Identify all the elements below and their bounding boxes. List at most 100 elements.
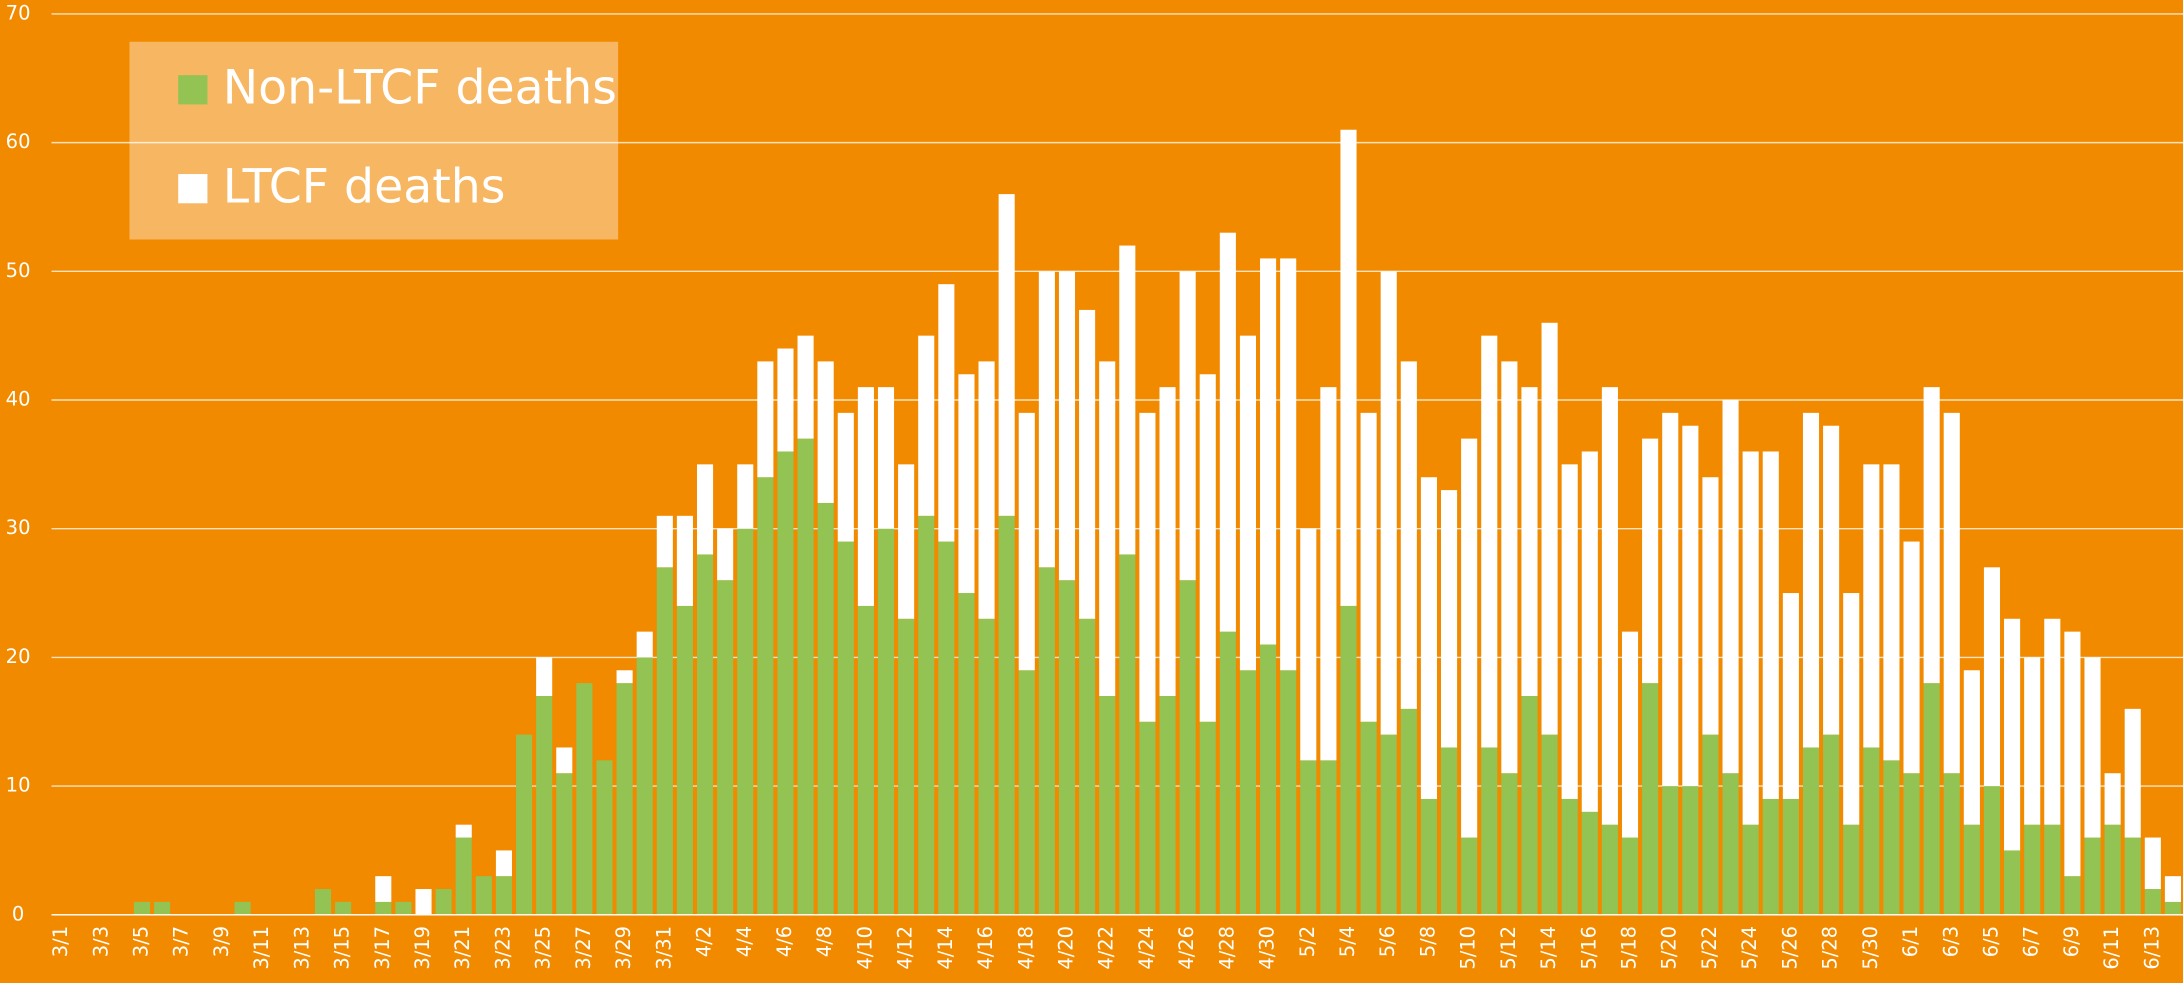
bar-segment [2044,824,2061,915]
bar-segment [1079,618,1096,915]
bar-segment [1199,721,1216,915]
bar-segment [2124,708,2141,838]
bar-segment [1883,464,1900,761]
bars [133,129,2181,915]
bar-segment [777,451,794,915]
bar-segment [395,901,412,915]
bar-segment [1943,412,1960,774]
bar-segment [777,348,794,452]
x-tick-label: 4/6 [773,926,796,957]
x-tick-label: 6/13 [2140,926,2163,970]
bar-segment [1963,670,1980,825]
bar-segment [857,387,874,606]
bar-segment [1843,593,1860,825]
bar-segment [1903,773,1920,915]
legend-box [129,41,619,240]
bar-segment [1903,541,1920,774]
bar-segment [1883,760,1900,915]
bar-segment [1561,464,1578,799]
x-tick-label: 4/10 [853,926,876,970]
bar-segment [1058,580,1076,915]
bar-segment [1782,593,1799,799]
bar-segment [2144,837,2161,890]
bar-segment [737,464,754,529]
bar-segment [1742,824,1759,915]
bar-segment [817,361,834,503]
bar-segment [717,580,734,915]
bar-segment [616,683,633,915]
bar-segment [636,657,653,915]
bar-segment [1239,670,1257,915]
bar-segment [737,528,754,915]
bar-segment [1018,412,1035,671]
bar-segment [1923,683,1940,915]
bar-segment [516,734,533,915]
x-tick-label: 3/31 [652,926,675,970]
x-tick-label: 3/13 [290,926,313,970]
bar-segment [435,889,452,915]
y-tick-label: 30 [6,516,31,539]
legend-label: LTCF deaths [223,159,506,214]
bar-segment [2064,876,2081,915]
bar-segment [1099,695,1116,915]
y-tick-label: 50 [6,259,31,282]
bar-segment [757,477,774,915]
x-tick-label: 3/27 [572,926,595,970]
bar-segment [1983,567,2001,787]
bar-segment [1219,631,1236,915]
bar-segment [2164,901,2181,915]
bar-segment [898,618,915,915]
bar-segment [415,889,432,915]
bar-segment [1702,477,1719,735]
bar-segment [556,747,573,774]
x-tick-label: 5/24 [1738,926,1761,970]
bar-segment [1461,837,1478,915]
x-tick-label: 6/5 [1979,926,2002,957]
x-tick-label: 5/30 [1859,926,1882,970]
bar-segment [1742,451,1759,825]
bar-segment [1099,361,1116,696]
bar-segment [1340,605,1357,915]
bar-segment [837,412,854,542]
bar-segment [958,593,975,915]
x-tick-label: 4/20 [1054,926,1077,970]
bar-segment [1863,464,1880,748]
bar-segment [958,374,975,594]
bar-segment [475,876,492,915]
bar-segment [576,683,593,915]
bar-segment [1601,387,1618,825]
x-tick-label: 3/29 [612,926,635,970]
bar-segment [1762,798,1779,915]
bar-segment [1139,721,1156,915]
bar-segment [1461,438,1478,838]
bar-segment [1420,477,1437,799]
y-tick-label: 10 [6,774,31,797]
x-tick-label: 3/21 [451,926,474,970]
bar-segment [1642,438,1659,684]
bar-segment [2144,889,2161,915]
bar-segment [616,670,633,684]
bar-segment [2004,850,2021,915]
x-tick-label: 5/18 [1618,926,1641,970]
x-tick-label: 3/17 [371,926,394,970]
x-tick-label: 5/2 [1296,926,1319,957]
bar-segment [1038,271,1055,568]
bar-segment [676,605,693,915]
bar-segment [1722,773,1739,915]
x-tick-label: 5/4 [1336,926,1359,957]
bar-segment [898,464,915,619]
bar-segment [1360,721,1377,915]
bar-segment [1199,374,1216,722]
x-tick-label: 5/16 [1577,926,1600,970]
y-tick-label: 40 [6,388,31,411]
bar-segment [1722,400,1739,774]
bar-segment [455,837,472,915]
y-tick-label: 60 [6,130,31,153]
x-tick-label: 4/22 [1095,926,1118,970]
x-tick-label: 4/24 [1135,926,1158,970]
bar-segment [1802,747,1820,915]
bar-segment [1983,786,2001,915]
bar-segment [2104,773,2121,825]
x-tick-label: 5/14 [1537,926,1560,970]
